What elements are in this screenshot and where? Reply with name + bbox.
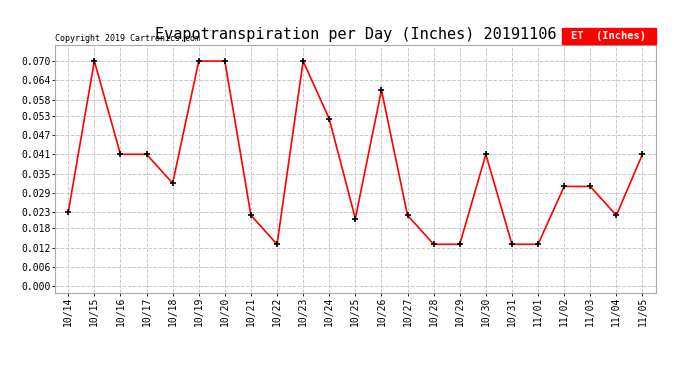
Bar — [562, 28, 655, 44]
Text: ET  (Inches): ET (Inches) — [571, 31, 647, 41]
Title: Evapotranspiration per Day (Inches) 20191106: Evapotranspiration per Day (Inches) 2019… — [155, 27, 556, 42]
Text: Copyright 2019 Cartronics.com: Copyright 2019 Cartronics.com — [55, 33, 200, 42]
